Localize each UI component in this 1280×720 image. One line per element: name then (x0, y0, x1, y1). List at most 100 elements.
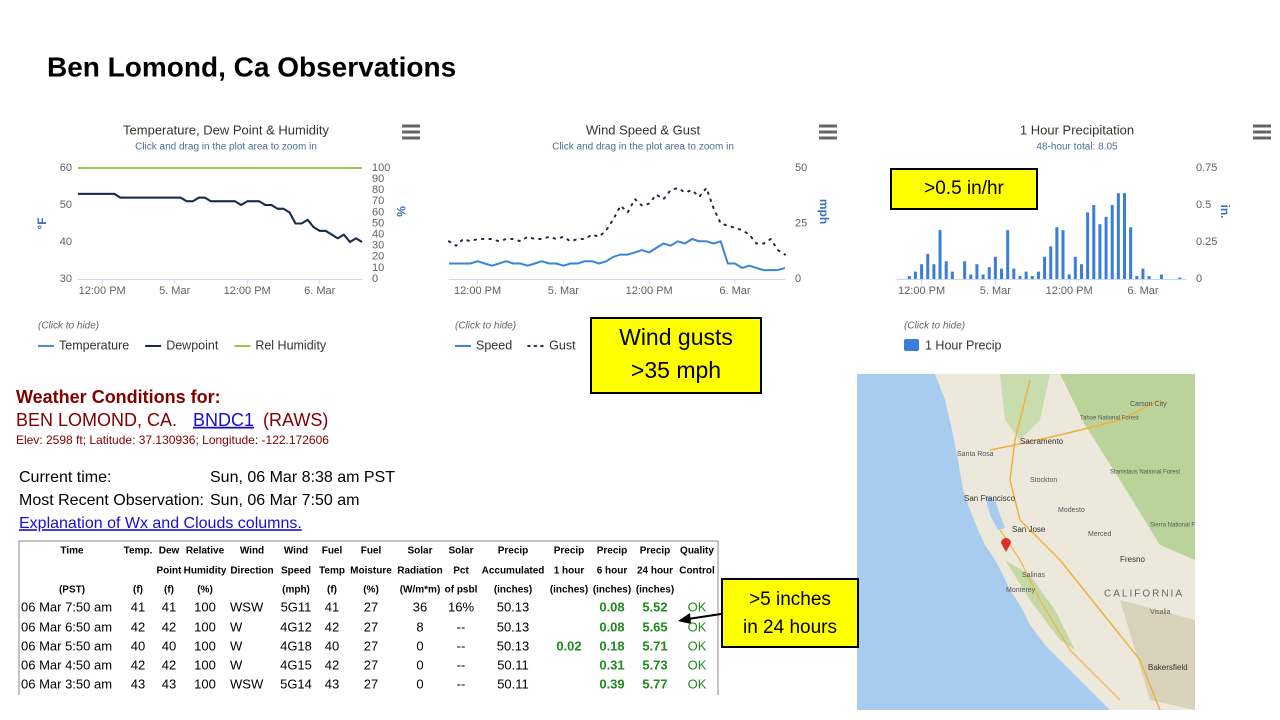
x-tick-label: 6. Mar (1127, 285, 1159, 297)
bar (1073, 256, 1077, 279)
table-header: Humidity (184, 566, 227, 577)
current-time: Sun, 06 Mar 8:38 am PST (210, 469, 395, 486)
table-cell: -- (457, 657, 466, 672)
legend-hint: (Click to hide) (38, 321, 99, 332)
bar (1006, 230, 1010, 279)
station-name: BEN LOMOND, CA. (16, 410, 177, 430)
table-cell: W (230, 657, 243, 672)
table-header: Precip (554, 546, 585, 557)
bar (926, 253, 930, 279)
legend-label[interactable]: 1 Hour Precip (925, 338, 1001, 352)
table-cell: 40 (131, 638, 145, 653)
bar (944, 261, 948, 279)
table-cell: WSW (230, 676, 264, 691)
legend-label[interactable]: Dewpoint (166, 338, 219, 352)
table-header: Precip (640, 546, 671, 557)
table-cell: -- (457, 676, 466, 691)
legend-label[interactable]: Speed (476, 338, 512, 352)
table-cell: 41 (325, 599, 339, 614)
bar (913, 271, 917, 279)
table-cell: 27 (364, 599, 378, 614)
table-cell: 0.08 (599, 599, 624, 614)
table-cell: 0 (416, 638, 423, 653)
table-header: Solar (448, 546, 473, 557)
map-label: San Jose (1012, 525, 1046, 534)
bar (1055, 227, 1059, 279)
table-cell: 0.39 (599, 676, 624, 691)
chart: Temperature, Dew Point & Humidity Click a… (35, 122, 420, 352)
callout-box (721, 578, 859, 648)
current-time-label: Current time: (19, 469, 111, 486)
map-label: Sierra National Forest (1150, 523, 1209, 529)
table-cell: 0 (416, 657, 423, 672)
map-pin (1001, 538, 1011, 552)
callouts: >0.5 in/hr Wind gusts >35 mph >5 inches … (590, 168, 1038, 648)
bar (1178, 277, 1182, 279)
x-tick-label: 12:00 PM (454, 285, 501, 297)
legend-label[interactable]: Gust (549, 338, 576, 352)
table-cell: 41 (131, 599, 145, 614)
table-cell: 100 (194, 657, 216, 672)
map-label: Visalia (1150, 609, 1171, 616)
bar (1110, 205, 1114, 279)
map-road (989, 399, 1161, 451)
table-cell: 06 Mar 5:50 am (21, 638, 112, 653)
bar (950, 271, 954, 279)
x-tick-label: 6. Mar (719, 285, 751, 297)
table-header: (inches) (550, 585, 588, 596)
table-cell: 42 (162, 657, 176, 672)
y2-tick-label: 50 (795, 162, 807, 174)
table-header: Pct (453, 566, 469, 577)
conditions: Weather Conditions for: BEN LOMOND, CA. … (16, 387, 719, 695)
x-tick-label: 5. Mar (980, 285, 1012, 297)
table-cell: 0.08 (599, 619, 624, 634)
table-header: (f) (133, 585, 143, 596)
table-cell: 8 (416, 619, 423, 634)
table-header: Wind (284, 546, 308, 557)
table-header: Radiation (397, 566, 443, 577)
table-cell: 100 (194, 676, 216, 691)
x-tick-label: 12:00 PM (79, 285, 126, 297)
bar (987, 267, 991, 279)
table-cell: 100 (194, 599, 216, 614)
callout-text: >0.5 in/hr (924, 178, 1004, 199)
map-ocean (857, 374, 1110, 710)
y2-tick-label: 0 (795, 273, 801, 285)
series-line (449, 238, 786, 272)
bar (981, 274, 985, 279)
callout-text: >35 mph (631, 357, 721, 383)
table-header: (f) (327, 585, 337, 596)
y2-tick-label: 50 (372, 217, 384, 229)
legend-label[interactable]: Rel Humidity (255, 338, 327, 352)
table-cell: 0.31 (599, 657, 624, 672)
table-cell: 50.13 (497, 619, 530, 634)
bar (1018, 276, 1022, 279)
y2-tick-label: 0.25 (1196, 236, 1217, 248)
bar (1092, 205, 1096, 279)
map-desert (1120, 600, 1195, 710)
table-cell: W (230, 619, 243, 634)
arrow-head (678, 613, 691, 624)
bar (907, 276, 911, 279)
table-cell: 36 (413, 599, 427, 614)
table-cell: 0.02 (556, 638, 581, 653)
map-label: CALIFORNIA (1104, 589, 1184, 600)
callout-text: Wind gusts (619, 324, 733, 350)
y2-axis-title: mph (817, 199, 831, 224)
table-cell: 27 (364, 657, 378, 672)
table-header: (inches) (494, 585, 532, 596)
table-cell: 16% (448, 599, 474, 614)
table-cell: W (230, 638, 243, 653)
bar (1147, 276, 1151, 279)
x-tick-label: 6. Mar (304, 285, 336, 297)
legend-label[interactable]: Temperature (59, 338, 129, 352)
station-network: (RAWS) (263, 410, 328, 430)
table-cell: 06 Mar 6:50 am (21, 619, 112, 634)
explanation-link[interactable]: Explanation of Wx and Clouds columns. (19, 515, 302, 532)
bar (1012, 268, 1016, 279)
station-link[interactable]: BNDC1 (193, 410, 254, 430)
bar (1141, 268, 1145, 279)
y2-tick-label: 10 (372, 262, 384, 274)
table-cell: OK (688, 619, 707, 634)
conditions-heading: Weather Conditions for: (16, 387, 221, 407)
